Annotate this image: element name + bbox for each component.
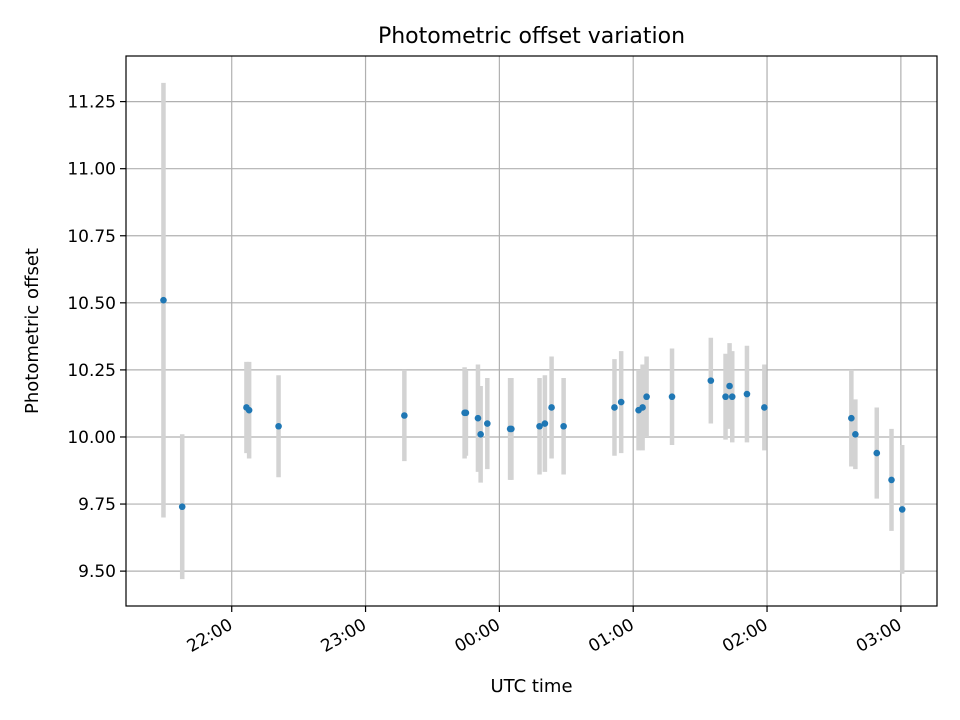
plot-frame: [125, 55, 938, 607]
data-point: [474, 414, 482, 422]
data-point: [462, 409, 470, 417]
data-point: [548, 404, 555, 411]
grid: [126, 56, 937, 606]
data-point: [639, 404, 646, 411]
data-point: [722, 393, 729, 401]
data-point: [611, 404, 618, 411]
data-point: [898, 506, 906, 513]
plot-background: [126, 56, 937, 606]
data-point: [560, 422, 567, 430]
data-point: [728, 393, 736, 401]
data-point: [617, 398, 625, 406]
data-point: [477, 430, 484, 438]
data-point: [873, 449, 881, 457]
y-tick-label: 10.50: [67, 294, 116, 314]
y-axis-label: Photometric offset: [22, 248, 43, 414]
data-point: [508, 425, 515, 433]
data-point: [160, 296, 167, 304]
data-point: [743, 390, 751, 398]
y-tick-label: 10.00: [67, 428, 116, 448]
data-point: [275, 422, 282, 430]
data-point: [761, 404, 768, 411]
data-point: [852, 430, 859, 438]
data-point: [484, 420, 491, 427]
data-point: [707, 377, 715, 384]
y-tick-label: 10.25: [67, 361, 116, 381]
data-point: [536, 422, 543, 430]
data-point: [848, 414, 855, 422]
chart-title: Photometric offset variation: [378, 24, 685, 49]
data-point: [178, 503, 186, 511]
y-tick-label: 11.25: [67, 93, 116, 113]
data-point: [726, 382, 733, 390]
data-points: [160, 296, 906, 513]
x-axis-label: UTC time: [490, 676, 572, 697]
data-point: [888, 476, 895, 484]
y-tick-label: 9.50: [78, 562, 116, 582]
data-point: [245, 406, 253, 414]
data-point: [668, 393, 676, 401]
data-point: [401, 412, 408, 419]
y-tick-label: 11.00: [67, 160, 116, 180]
data-point: [643, 393, 650, 401]
y-tick-label: 10.75: [67, 227, 116, 247]
data-point: [541, 420, 549, 427]
y-tick-label: 9.75: [78, 495, 116, 515]
